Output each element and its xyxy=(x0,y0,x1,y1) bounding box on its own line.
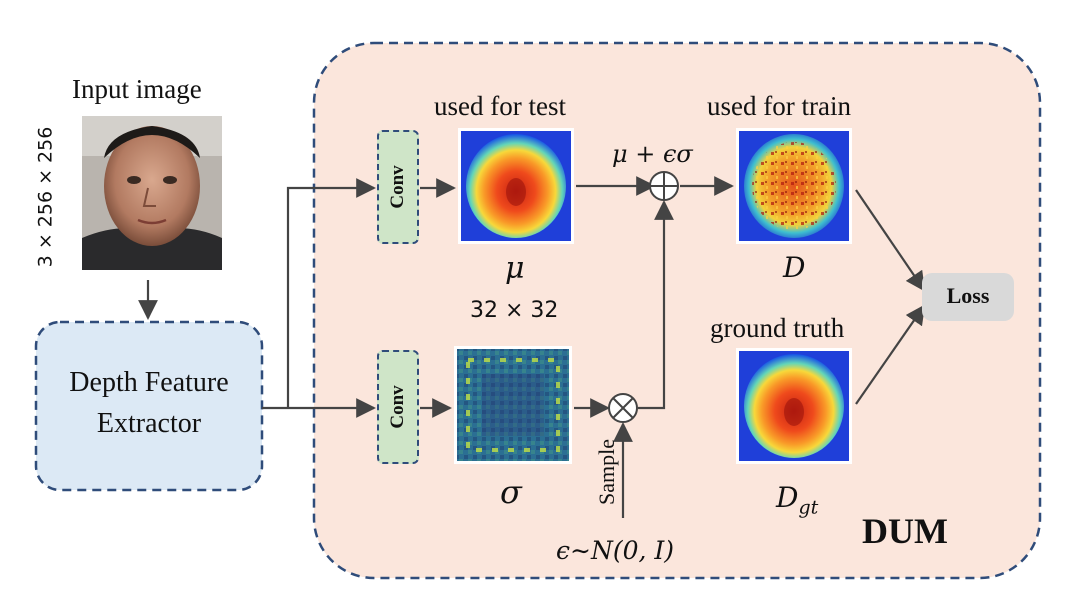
d-depth-map xyxy=(736,128,852,244)
loss-box xyxy=(922,273,1014,321)
sum-node xyxy=(649,171,679,201)
conv-top-block: Conv xyxy=(377,130,419,244)
sigma-map xyxy=(454,346,572,464)
extractor-label: Depth Feature Extractor xyxy=(36,363,262,444)
multiply-node xyxy=(608,393,638,423)
sum-formula: μ + ϵσ xyxy=(612,140,693,168)
d-caption: used for train xyxy=(707,91,851,121)
sigma-symbol: σ xyxy=(500,473,522,511)
epsilon-distribution: ϵ∼N(0, I) xyxy=(556,536,675,565)
gt-symbol: Dgt xyxy=(776,484,818,518)
arrow-mult-to-sum xyxy=(638,200,674,410)
arrow-to-conv-top xyxy=(286,178,376,408)
input-dims-label: 3 × 256 × 256 xyxy=(34,126,57,268)
input-image-title: Input image xyxy=(72,74,202,104)
arrow-d-to-loss xyxy=(855,189,926,292)
d-symbol: D xyxy=(783,251,806,284)
arrow-gt-to-loss xyxy=(855,304,926,405)
input-photo xyxy=(82,116,222,270)
sample-label: Sample xyxy=(594,439,619,505)
gt-symbol-subscript: gt xyxy=(798,496,819,519)
map-size-label: 32 × 32 xyxy=(470,298,559,323)
mu-symbol: μ xyxy=(505,251,525,286)
conv-bottom-block: Conv xyxy=(377,350,419,464)
mu-caption: used for test xyxy=(434,91,566,121)
gt-symbol-main: D xyxy=(776,481,799,514)
extractor-box xyxy=(34,320,264,492)
gt-caption: ground truth xyxy=(710,313,845,343)
conv-top-label: Conv xyxy=(387,165,408,209)
gt-depth-map xyxy=(736,348,852,464)
loss-label: Loss xyxy=(946,283,990,308)
dum-label: DUM xyxy=(862,511,948,551)
mu-depth-map xyxy=(458,128,574,244)
extractor-label-line1: Depth Feature xyxy=(69,367,229,398)
connections xyxy=(138,176,926,518)
extractor-label-line2: Extractor xyxy=(96,407,202,439)
conv-bottom-label: Conv xyxy=(387,385,408,429)
